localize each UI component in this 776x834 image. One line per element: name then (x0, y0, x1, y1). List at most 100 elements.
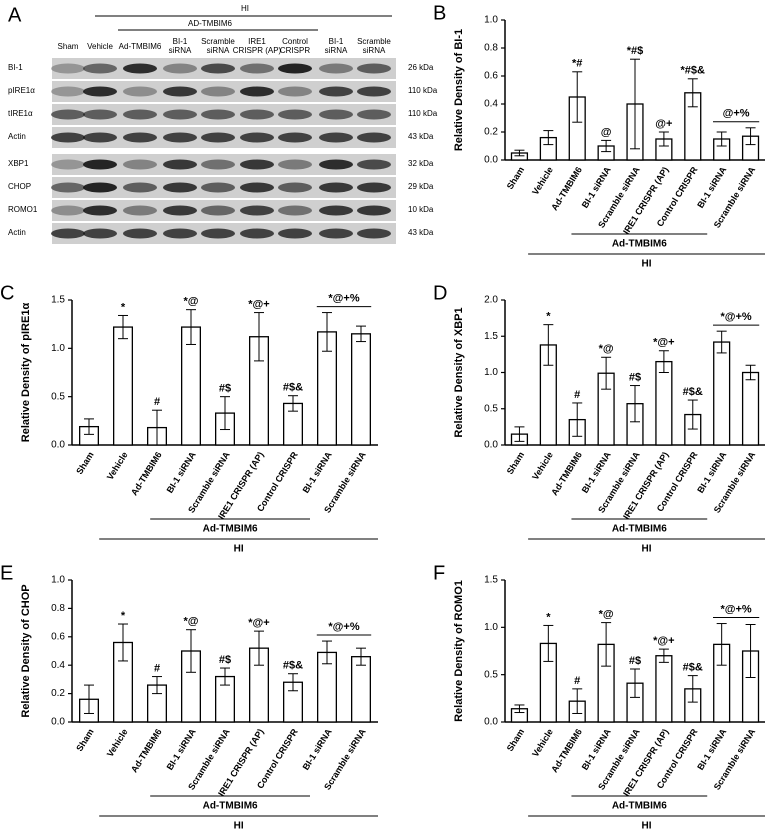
blot-band (357, 228, 391, 239)
bar (741, 371, 760, 446)
row-label: ROMO1 (8, 205, 38, 214)
y-axis-label: Relative Density of ROMO1 (453, 580, 465, 722)
y-tick-label: 0.0 (51, 440, 65, 451)
significance: #$& (683, 386, 703, 398)
error-bar (288, 673, 298, 692)
significance: *#$& (681, 65, 706, 77)
y-tick-label: 0.8 (51, 603, 65, 614)
group-label: HI (234, 544, 244, 555)
blot-band (51, 159, 85, 170)
error-bar (514, 426, 525, 442)
significance: #$& (283, 382, 303, 394)
blot-band (163, 109, 197, 120)
blot-band (51, 228, 85, 239)
row-size: 43 kDa (408, 132, 434, 141)
row-label: BI-1 (8, 63, 23, 72)
y-tick-label: 1.0 (484, 15, 498, 26)
error-bar (745, 127, 756, 146)
blot-band (123, 63, 157, 74)
group-label: HI (234, 821, 244, 832)
panel-label: D (433, 282, 447, 304)
significance: * (546, 611, 551, 623)
significance: @ (601, 126, 612, 138)
lane-label: Vehicle (87, 42, 113, 51)
blot-band (123, 205, 157, 216)
blot-band (319, 86, 353, 97)
blot-band (278, 109, 312, 120)
error-bar (152, 409, 162, 446)
y-tick-label: 0.6 (51, 631, 65, 642)
significance: *@+ (653, 635, 674, 647)
y-tick-label: 0.2 (51, 688, 65, 699)
group-label: Ad-TMBIM6 (612, 801, 667, 812)
significance: *@+ (653, 337, 674, 349)
row-size: 32 kDa (408, 159, 434, 168)
bar (713, 341, 731, 446)
error-bar (220, 396, 230, 431)
significance: *@+ (248, 617, 269, 629)
row-size: 43 kDa (408, 228, 434, 237)
blot-band (319, 182, 353, 193)
blot-band (240, 159, 274, 170)
blot-band (83, 182, 117, 193)
error-bar (658, 131, 669, 147)
error-bar (543, 624, 554, 662)
blot-band (357, 109, 391, 120)
panel-label: E (0, 562, 13, 584)
error-bar (572, 71, 583, 123)
blot-band (357, 205, 391, 216)
significance: * (121, 301, 126, 313)
blot-band (278, 182, 312, 193)
group-label: Ad-TMBIM6 (203, 801, 258, 812)
y-tick-label: 0.6 (484, 71, 498, 82)
significance: * (121, 610, 126, 622)
panel-label: F (433, 562, 445, 584)
lane-label: Scramble (201, 37, 235, 46)
blot-band (201, 159, 235, 170)
lane-label: siRNA (363, 46, 386, 55)
row-size: 10 kDa (408, 205, 434, 214)
error-bar (514, 704, 525, 714)
blot-band (278, 159, 312, 170)
blot-band (319, 205, 353, 216)
blot-band (163, 132, 197, 143)
blot-band (83, 63, 117, 74)
blot-band (163, 63, 197, 74)
significance: @+ (655, 118, 672, 130)
blot-band (201, 63, 235, 74)
y-tick-label: 2.0 (484, 295, 498, 306)
blot-band (240, 109, 274, 120)
blot-band (319, 159, 353, 170)
y-tick-label: 0.5 (484, 669, 498, 680)
error-bar (601, 622, 612, 667)
error-bar (356, 647, 366, 666)
blot-band (83, 86, 117, 97)
error-bar (745, 364, 756, 381)
y-tick-label: 0.4 (484, 99, 498, 110)
significance: #$ (629, 655, 641, 667)
blot-band (83, 132, 117, 143)
panel-label: C (0, 282, 14, 304)
blot-band (51, 86, 85, 97)
blot-band (201, 109, 235, 120)
significance: #$ (219, 383, 231, 395)
blot-band (163, 182, 197, 193)
lane-label: siRNA (207, 46, 230, 55)
error-bar (543, 130, 554, 146)
blot-band (319, 63, 353, 74)
significance: *@ (183, 616, 198, 628)
significance: # (154, 396, 160, 408)
significance: # (574, 675, 580, 687)
significance: *@ (183, 296, 198, 308)
blot-band (201, 182, 235, 193)
bracket-significance: @+% (723, 108, 750, 120)
significance: #$ (219, 654, 231, 666)
blot-band (201, 205, 235, 216)
error-bar (543, 324, 554, 366)
blot-band (240, 182, 274, 193)
significance: * (546, 311, 551, 323)
group-label: HI (642, 821, 652, 832)
blot-band (201, 228, 235, 239)
error-bar (687, 399, 698, 430)
